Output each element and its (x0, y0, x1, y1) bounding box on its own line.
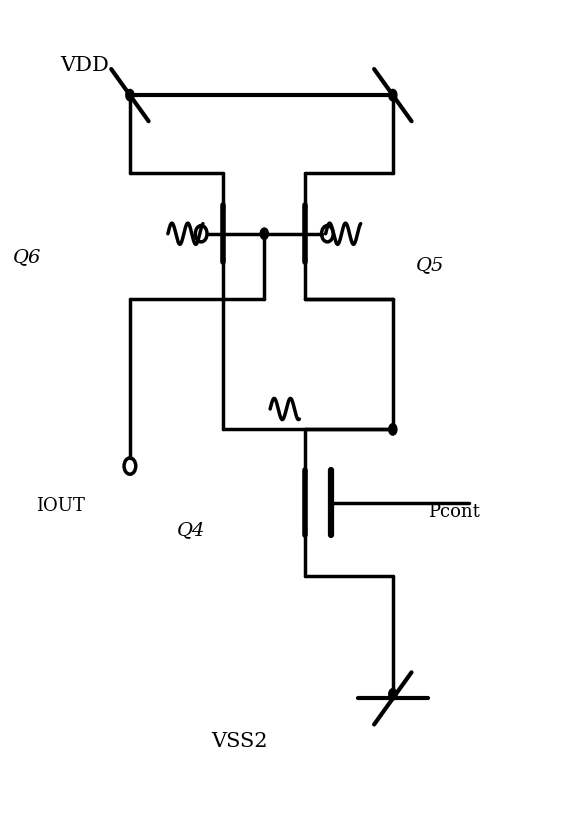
Circle shape (389, 689, 397, 700)
Circle shape (126, 89, 134, 101)
Text: IOUT: IOUT (36, 497, 85, 515)
Text: VDD: VDD (60, 56, 109, 74)
Text: Q5: Q5 (416, 256, 444, 274)
Text: VSS2: VSS2 (212, 732, 268, 751)
Text: Pcont: Pcont (428, 502, 480, 520)
Text: Q4: Q4 (177, 521, 205, 539)
Circle shape (389, 89, 397, 101)
Circle shape (260, 228, 268, 240)
Circle shape (389, 424, 397, 435)
Text: Q6: Q6 (13, 248, 42, 267)
